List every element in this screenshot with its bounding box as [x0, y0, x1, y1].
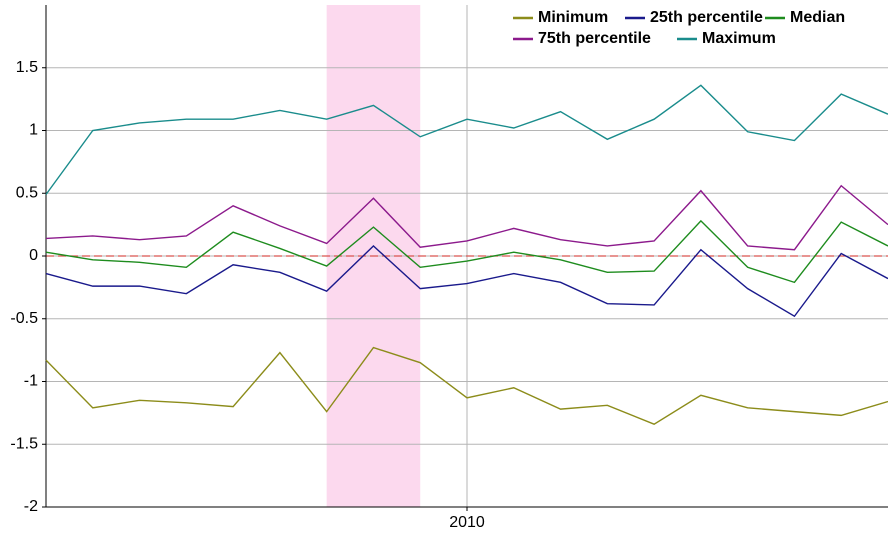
legend-label: 25th percentile — [650, 9, 763, 26]
series-line — [45, 84, 888, 195]
legend-label: Minimum — [538, 9, 608, 26]
y-tick-label: 0 — [29, 247, 38, 264]
y-tick-label: -1.5 — [10, 435, 38, 452]
y-tick-label: -0.5 — [10, 310, 38, 327]
series-line — [45, 245, 888, 318]
y-tick-label: -1 — [24, 373, 38, 390]
legend-label: 75th percentile — [538, 30, 651, 47]
series-line — [45, 184, 888, 251]
x-tick-label: 2010 — [449, 514, 485, 531]
legend-label: Maximum — [702, 30, 776, 47]
series-line — [45, 219, 888, 284]
legend-label: Median — [790, 9, 845, 26]
series-line — [45, 346, 888, 425]
y-tick-label: -2 — [24, 498, 38, 515]
y-tick-label: 0.5 — [16, 184, 38, 201]
y-tick-label: 1 — [29, 122, 38, 139]
y-tick-label: 1.5 — [16, 59, 38, 76]
